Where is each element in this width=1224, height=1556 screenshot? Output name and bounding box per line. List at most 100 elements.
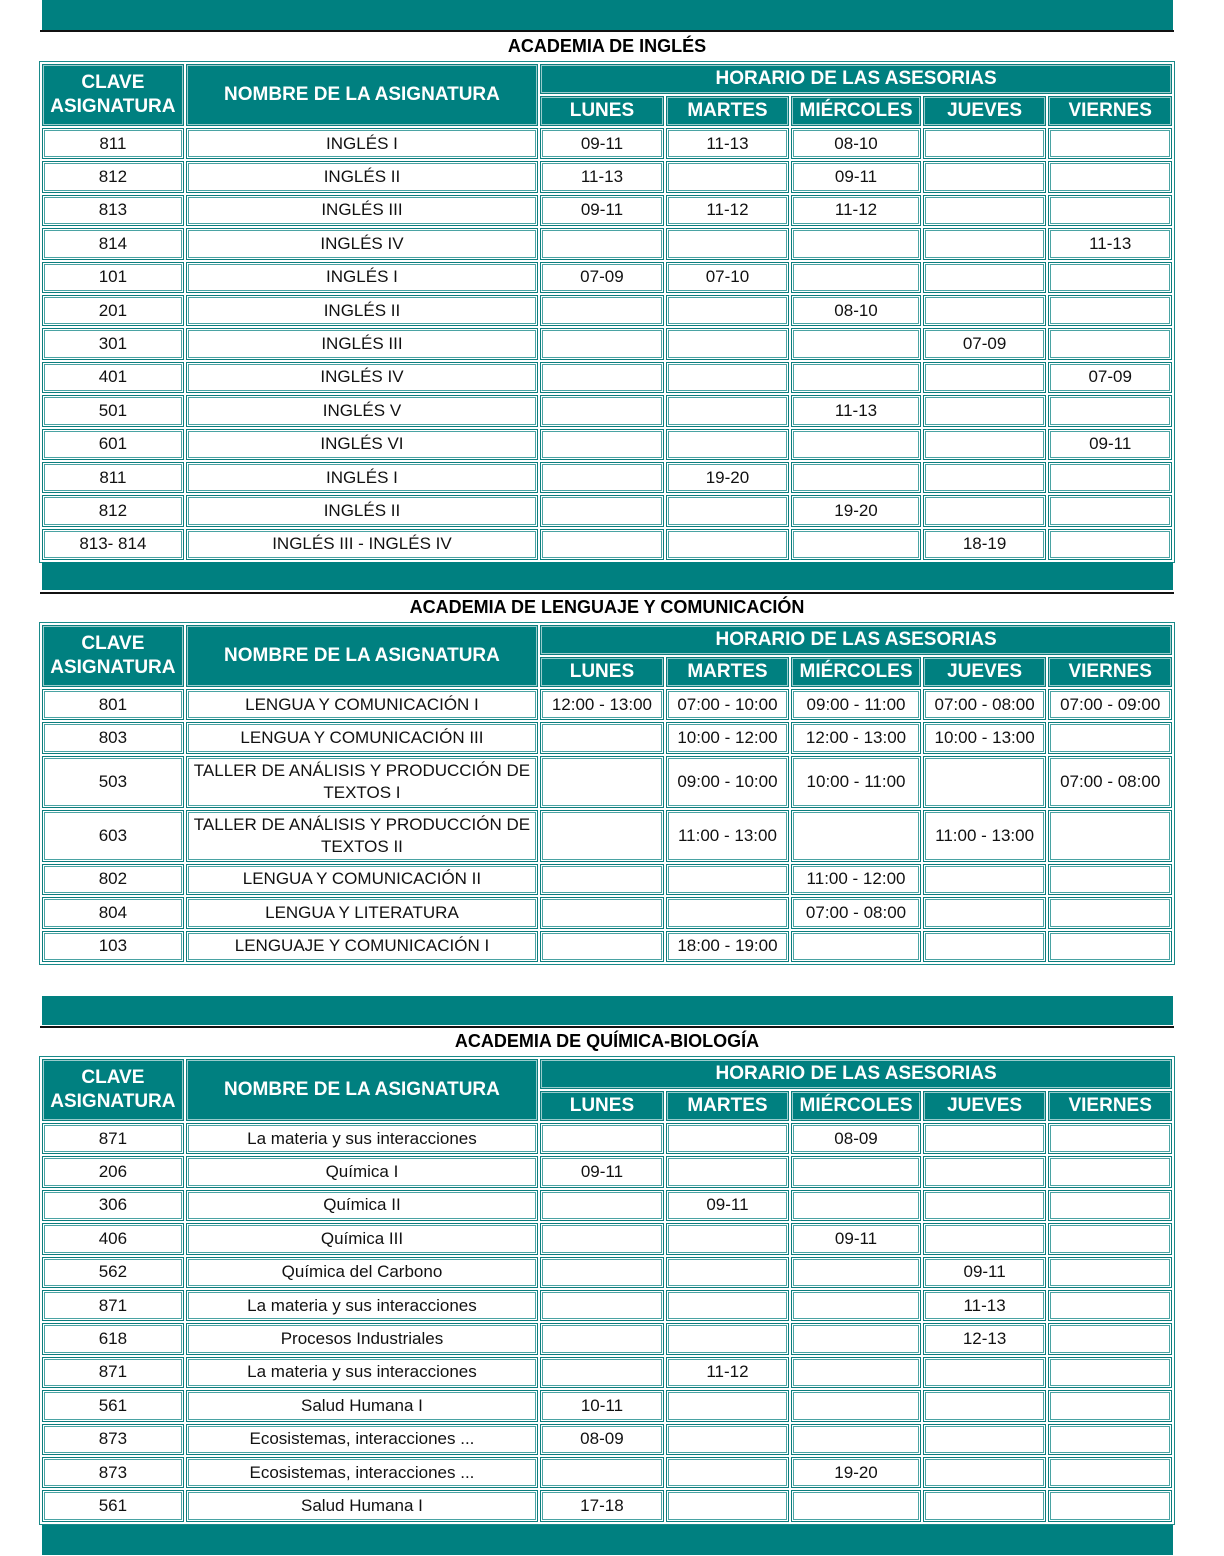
- cell-miercoles: 19-20: [791, 1456, 921, 1489]
- cell-lunes: [540, 755, 664, 808]
- table-row: 801 LENGUA Y COMUNICACIÓN I 12:00 - 13:00 0…: [42, 689, 1172, 721]
- cell-viernes: [1048, 1223, 1172, 1255]
- cell-miercoles: 08-09: [791, 1123, 921, 1155]
- cell-lunes: [540, 1189, 664, 1222]
- table-row: 503 TALLER DE ANÁLISIS Y PRODUCCIÓN DE TE…: [42, 755, 1172, 808]
- cell-miercoles: 10:00 - 11:00: [791, 755, 921, 808]
- section-title: ACADEMIA DE INGLÉS: [507, 36, 707, 56]
- cell-martes: [665, 428, 790, 460]
- table-row: 562 Química del Carbono 09-11: [42, 1256, 1172, 1288]
- cell-viernes: [1048, 1289, 1172, 1322]
- cell-lunes: [540, 930, 664, 962]
- cell-nombre: INGLÉS I: [185, 128, 539, 160]
- cell-viernes: [1048, 128, 1172, 160]
- cell-clave: 871: [42, 1123, 184, 1155]
- cell-martes: 07-10: [665, 261, 790, 293]
- cell-martes: [665, 1490, 790, 1522]
- cell-martes: 09:00 - 10:00: [665, 755, 790, 808]
- cell-jueves: [922, 395, 1047, 427]
- cell-nombre: Procesos Industriales: [185, 1323, 539, 1355]
- cell-clave: 561: [42, 1490, 184, 1522]
- cell-martes: [665, 1256, 790, 1288]
- cell-viernes: [1048, 294, 1172, 327]
- schedule-table: CLAVE ASIGNATURA NOMBRE DE LA ASIGNATURA H…: [39, 61, 1175, 564]
- table-row: 406 Química III 09-11: [42, 1223, 1172, 1255]
- cell-nombre: LENGUAJE Y COMUNICACIÓN I: [185, 930, 539, 962]
- cell-martes: 11-12: [665, 1356, 790, 1389]
- cell-miercoles: [791, 1256, 921, 1288]
- cell-jueves: 07-09: [922, 328, 1047, 360]
- cell-lunes: [540, 228, 664, 260]
- table-row: 103 LENGUAJE Y COMUNICACIÓN I 18:00 - 19:0…: [42, 930, 1172, 962]
- table-row: 873 Ecosistemas, interacciones ... 19-20: [42, 1456, 1172, 1489]
- table-row: 813- 814 INGLÉS III - INGLÉS IV 18-19: [42, 528, 1172, 561]
- table-row: 802 LENGUA Y COMUNICACIÓN II 11:00 - 12:00: [42, 863, 1172, 896]
- cell-viernes: 11-13: [1048, 228, 1172, 260]
- cell-lunes: 09-11: [540, 128, 664, 160]
- cell-jueves: 11:00 - 13:00: [922, 809, 1047, 862]
- cell-nombre: LENGUA Y COMUNICACIÓN I: [185, 689, 539, 721]
- header-day-lunes: LUNES: [540, 1091, 664, 1121]
- cell-viernes: [1048, 1490, 1172, 1522]
- table-row: 561 Salud Humana I 17-18: [42, 1490, 1172, 1522]
- header-clave: CLAVE ASIGNATURA: [42, 64, 184, 126]
- cell-jueves: [922, 897, 1047, 929]
- header-day-martes: MARTES: [665, 1091, 790, 1121]
- cell-nombre: TALLER DE ANÁLISIS Y PRODUCCIÓN DE TEXTO…: [185, 755, 539, 808]
- cell-lunes: 12:00 - 13:00: [540, 689, 664, 721]
- cell-lunes: [540, 528, 664, 561]
- cell-lunes: 07-09: [540, 261, 664, 293]
- section-divider: [40, 592, 1174, 594]
- header-row: CLAVE ASIGNATURA NOMBRE DE LA ASIGNATURA H…: [42, 1059, 1172, 1121]
- table-row: 601 INGLÉS VI 09-11: [42, 428, 1172, 460]
- cell-clave: 206: [42, 1156, 184, 1188]
- cell-jueves: [922, 361, 1047, 394]
- cell-clave: 101: [42, 261, 184, 293]
- cell-clave: 813- 814: [42, 528, 184, 561]
- cell-jueves: [922, 1123, 1047, 1155]
- table-row: 301 INGLÉS III 07-09: [42, 328, 1172, 360]
- cell-viernes: [1048, 1323, 1172, 1355]
- cell-clave: 871: [42, 1289, 184, 1322]
- cell-jueves: [922, 930, 1047, 962]
- cell-viernes: [1048, 809, 1172, 862]
- cell-jueves: [922, 863, 1047, 896]
- cell-nombre: INGLÉS IV: [185, 228, 539, 260]
- header-day-miercoles: MIÉRCOLES: [791, 657, 921, 687]
- cell-nombre: INGLÉS III: [185, 328, 539, 360]
- cell-nombre: INGLÉS II: [185, 161, 539, 193]
- cell-miercoles: [791, 228, 921, 260]
- cell-lunes: 11-13: [540, 161, 664, 193]
- cell-miercoles: 08-10: [791, 128, 921, 160]
- cell-jueves: [922, 194, 1047, 227]
- cell-miercoles: 07:00 - 08:00: [791, 897, 921, 929]
- table-row: 206 Química I 09-11: [42, 1156, 1172, 1188]
- cell-martes: 19-20: [665, 461, 790, 494]
- cell-clave: 801: [42, 689, 184, 721]
- cell-lunes: 09-11: [540, 194, 664, 227]
- cell-viernes: [1048, 461, 1172, 494]
- section-title: ACADEMIA DE QUÍMICA-BIOLOGÍA: [454, 1031, 760, 1051]
- cell-viernes: [1048, 1356, 1172, 1389]
- cell-miercoles: 09-11: [791, 1223, 921, 1255]
- section-bottom-bar: [42, 562, 1173, 590]
- cell-martes: [665, 897, 790, 929]
- cell-viernes: [1048, 528, 1172, 561]
- cell-clave: 804: [42, 897, 184, 929]
- cell-nombre: Química II: [185, 1189, 539, 1222]
- cell-clave: 401: [42, 361, 184, 394]
- header-nombre: NOMBRE DE LA ASIGNATURA: [185, 1059, 539, 1121]
- section-bottom-bar: [42, 1525, 1173, 1555]
- cell-nombre: La materia y sus interacciones: [185, 1289, 539, 1322]
- cell-nombre: La materia y sus interacciones: [185, 1123, 539, 1155]
- cell-clave: 873: [42, 1423, 184, 1455]
- cell-martes: 18:00 - 19:00: [665, 930, 790, 962]
- cell-nombre: La materia y sus interacciones: [185, 1356, 539, 1389]
- cell-lunes: [540, 1323, 664, 1355]
- table-row: 618 Procesos Industriales 12-13: [42, 1323, 1172, 1355]
- header-day-jueves: JUEVES: [922, 96, 1047, 126]
- cell-lunes: [540, 1123, 664, 1155]
- cell-nombre: LENGUA Y LITERATURA: [185, 897, 539, 929]
- cell-jueves: 11-13: [922, 1289, 1047, 1322]
- cell-jueves: [922, 161, 1047, 193]
